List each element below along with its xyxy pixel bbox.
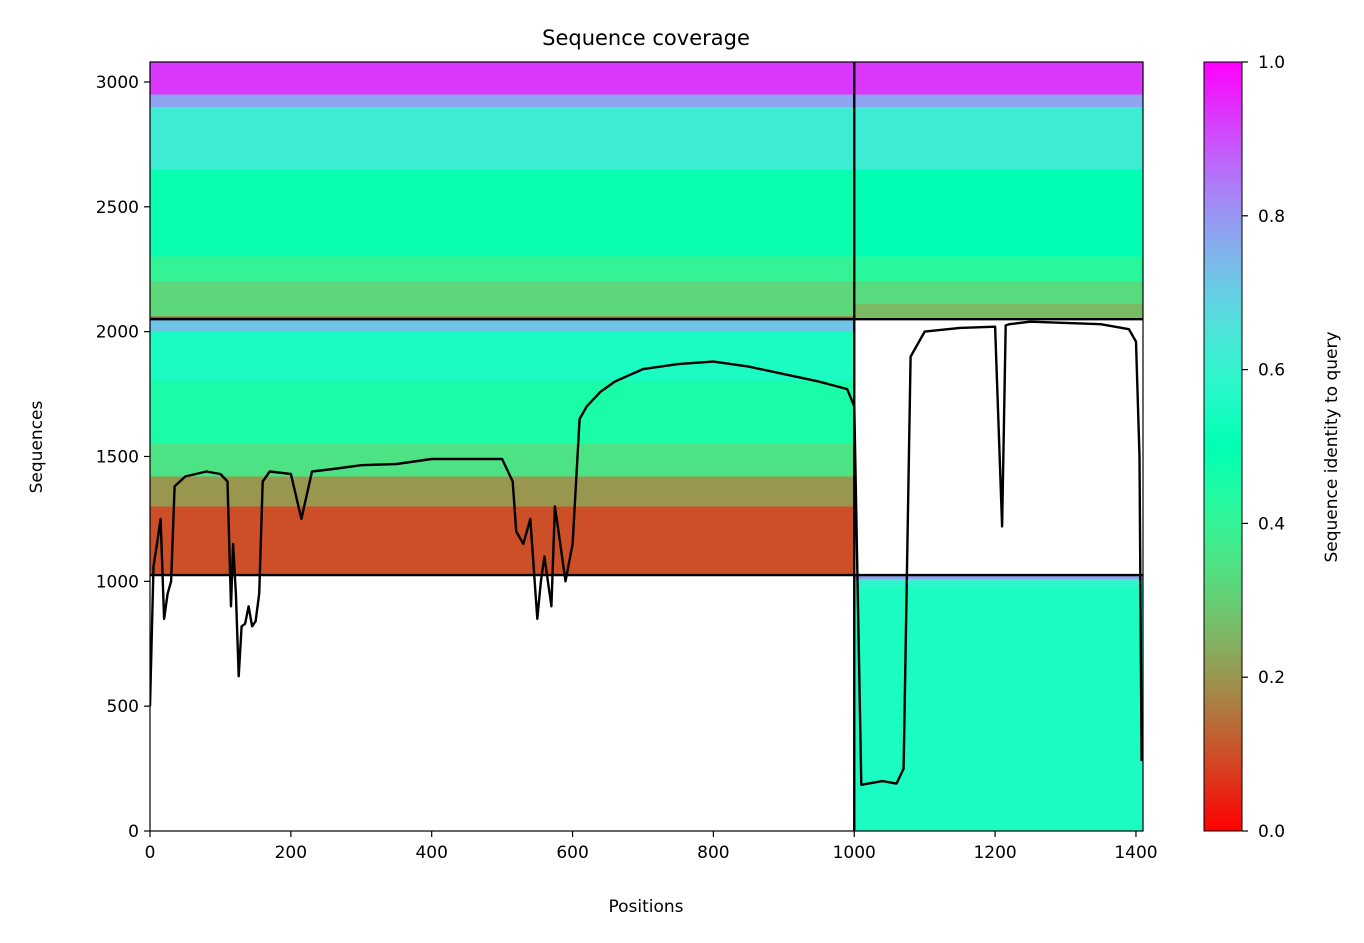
coverage-line: [150, 320, 1143, 786]
heatmap-blocks: [150, 62, 1143, 831]
heatmap-band-0-0: [150, 316, 855, 320]
colorbar-tick-label-2: 0.4: [1258, 514, 1285, 534]
heatmap-band-0-1: [150, 281, 855, 317]
heatmap-band-2-3: [150, 381, 855, 445]
heatmap-band-3-1: [854, 578, 1143, 587]
colorbar-tick-label-5: 1.0: [1258, 53, 1285, 73]
heatmap-band-1-1: [854, 281, 1143, 305]
heatmap-band-2-4: [150, 331, 855, 382]
heatmap-band-1-5: [854, 94, 1143, 107]
y-tick-label-4: 2000: [96, 323, 139, 343]
chart-title: Sequence coverage: [542, 26, 750, 50]
heatmap-band-1-0: [854, 304, 1143, 320]
heatmap-band-2-0: [150, 506, 855, 576]
y-tick-label-1: 500: [107, 697, 139, 717]
x-tick-label-3: 600: [556, 843, 588, 863]
heatmap-band-0-3: [150, 169, 855, 257]
colorbar-tick-label-1: 0.2: [1258, 668, 1285, 688]
heatmap-band-3-2: [854, 575, 1143, 579]
heatmap-band-0-5: [150, 94, 855, 107]
x-tick-label-2: 400: [415, 843, 447, 863]
colorbar-tick-label-4: 0.8: [1258, 207, 1285, 227]
y-tick-label-0: 0: [128, 822, 139, 842]
x-tick-label-6: 1200: [973, 843, 1016, 863]
y-tick-label-6: 3000: [96, 73, 139, 93]
colorbar: [1203, 61, 1243, 832]
x-axis-label: Positions: [608, 897, 683, 917]
x-axis: 0 200 400 600 800 1000 1200 1400: [145, 831, 1158, 863]
y-tick-label-2: 1000: [96, 572, 139, 592]
heatmap-band-0-4: [150, 106, 855, 170]
x-tick-label-1: 200: [275, 843, 307, 863]
colorbar-ticks: 0.0 0.2 0.4 0.6 0.8 1.0: [1242, 53, 1285, 842]
colorbar-tick-label-3: 0.6: [1258, 361, 1285, 381]
y-tick-label-5: 2500: [96, 198, 139, 218]
heatmap-band-0-6: [150, 62, 855, 95]
y-axis: 0 500 1000 1500 2000 2500 3000: [96, 73, 150, 842]
heatmap-band-0-2: [150, 256, 855, 282]
x-tick-label-0: 0: [145, 843, 156, 863]
heatmap-band-1-4: [854, 106, 1143, 170]
heatmap-band-1-6: [854, 62, 1143, 95]
x-tick-label-7: 1400: [1114, 843, 1157, 863]
heatmap-band-1-3: [854, 169, 1143, 257]
coverage-line-layer: [150, 320, 1143, 786]
heatmap-band-2-5: [150, 319, 855, 332]
heatmap-band-3-0: [854, 586, 1143, 831]
heatmap-band-2-1: [150, 476, 855, 507]
colorbar-gradient: [1204, 62, 1242, 831]
y-tick-label-3: 1500: [96, 447, 139, 467]
x-tick-label-5: 1000: [833, 843, 876, 863]
x-tick-label-4: 800: [697, 843, 729, 863]
colorbar-tick-label-0: 0.0: [1258, 822, 1285, 842]
plot-frame: [149, 61, 1144, 832]
colorbar-label: Sequence identity to query: [1322, 331, 1342, 562]
y-axis-label: Sequences: [27, 401, 47, 494]
colorbar-frame: [1203, 61, 1243, 832]
heatmap-band-1-2: [854, 256, 1143, 282]
